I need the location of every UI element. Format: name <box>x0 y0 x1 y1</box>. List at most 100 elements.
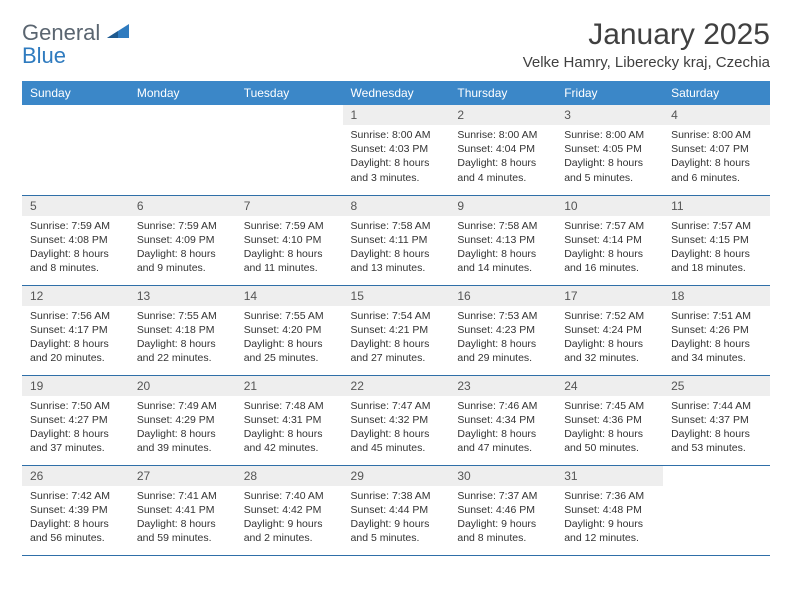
daylight-text: Daylight: 8 hours <box>671 247 762 261</box>
day-content: Sunrise: 7:55 AMSunset: 4:18 PMDaylight:… <box>129 306 236 372</box>
day-number: 20 <box>129 376 236 396</box>
day-content: Sunrise: 7:58 AMSunset: 4:11 PMDaylight:… <box>343 216 450 282</box>
daylight-text: Daylight: 8 hours <box>564 247 655 261</box>
sunrise-text: Sunrise: 7:44 AM <box>671 399 762 413</box>
sunrise-text: Sunrise: 8:00 AM <box>671 128 762 142</box>
daylight-text: and 45 minutes. <box>351 441 442 455</box>
calendar-row: 12Sunrise: 7:56 AMSunset: 4:17 PMDayligh… <box>22 285 770 375</box>
daylight-text: Daylight: 8 hours <box>671 427 762 441</box>
daylight-text: Daylight: 8 hours <box>351 427 442 441</box>
daylight-text: Daylight: 9 hours <box>564 517 655 531</box>
sunset-text: Sunset: 4:31 PM <box>244 413 335 427</box>
day-content: Sunrise: 7:49 AMSunset: 4:29 PMDaylight:… <box>129 396 236 462</box>
sunset-text: Sunset: 4:10 PM <box>244 233 335 247</box>
daylight-text: Daylight: 8 hours <box>457 337 548 351</box>
daylight-text: and 39 minutes. <box>137 441 228 455</box>
day-number: 27 <box>129 466 236 486</box>
day-content: Sunrise: 7:59 AMSunset: 4:10 PMDaylight:… <box>236 216 343 282</box>
sunrise-text: Sunrise: 7:42 AM <box>30 489 121 503</box>
sunrise-text: Sunrise: 7:58 AM <box>351 219 442 233</box>
day-number: 4 <box>663 105 770 125</box>
calendar-cell: 31Sunrise: 7:36 AMSunset: 4:48 PMDayligh… <box>556 465 663 555</box>
day-number: 5 <box>22 196 129 216</box>
daylight-text: Daylight: 8 hours <box>244 427 335 441</box>
day-content: Sunrise: 7:58 AMSunset: 4:13 PMDaylight:… <box>449 216 556 282</box>
day-number: 29 <box>343 466 450 486</box>
day-content: Sunrise: 7:47 AMSunset: 4:32 PMDaylight:… <box>343 396 450 462</box>
calendar-row: 5Sunrise: 7:59 AMSunset: 4:08 PMDaylight… <box>22 195 770 285</box>
sunrise-text: Sunrise: 7:55 AM <box>137 309 228 323</box>
day-content: Sunrise: 7:44 AMSunset: 4:37 PMDaylight:… <box>663 396 770 462</box>
day-content: Sunrise: 7:41 AMSunset: 4:41 PMDaylight:… <box>129 486 236 552</box>
day-number: 6 <box>129 196 236 216</box>
weekday-header: Friday <box>556 81 663 105</box>
day-number: 21 <box>236 376 343 396</box>
daylight-text: Daylight: 8 hours <box>671 156 762 170</box>
daylight-text: Daylight: 8 hours <box>244 247 335 261</box>
sunset-text: Sunset: 4:21 PM <box>351 323 442 337</box>
daylight-text: Daylight: 8 hours <box>671 337 762 351</box>
calendar-cell: 8Sunrise: 7:58 AMSunset: 4:11 PMDaylight… <box>343 195 450 285</box>
logo-word1: General <box>22 20 100 45</box>
header: General Blue January 2025 Velke Hamry, L… <box>22 18 770 71</box>
daylight-text: Daylight: 8 hours <box>30 337 121 351</box>
daylight-text: and 8 minutes. <box>30 261 121 275</box>
day-content: Sunrise: 7:54 AMSunset: 4:21 PMDaylight:… <box>343 306 450 372</box>
sunrise-text: Sunrise: 7:48 AM <box>244 399 335 413</box>
daylight-text: Daylight: 8 hours <box>30 427 121 441</box>
calendar-cell: 22Sunrise: 7:47 AMSunset: 4:32 PMDayligh… <box>343 375 450 465</box>
daylight-text: Daylight: 8 hours <box>351 247 442 261</box>
daylight-text: and 50 minutes. <box>564 441 655 455</box>
day-number: 9 <box>449 196 556 216</box>
calendar-cell: 7Sunrise: 7:59 AMSunset: 4:10 PMDaylight… <box>236 195 343 285</box>
sunset-text: Sunset: 4:37 PM <box>671 413 762 427</box>
daylight-text: Daylight: 8 hours <box>137 517 228 531</box>
sunset-text: Sunset: 4:34 PM <box>457 413 548 427</box>
day-number: 18 <box>663 286 770 306</box>
daylight-text: and 37 minutes. <box>30 441 121 455</box>
day-content: Sunrise: 8:00 AMSunset: 4:05 PMDaylight:… <box>556 125 663 191</box>
day-content: Sunrise: 7:37 AMSunset: 4:46 PMDaylight:… <box>449 486 556 552</box>
day-number: 11 <box>663 196 770 216</box>
daylight-text: Daylight: 8 hours <box>351 156 442 170</box>
daylight-text: and 8 minutes. <box>457 531 548 545</box>
calendar-cell: 15Sunrise: 7:54 AMSunset: 4:21 PMDayligh… <box>343 285 450 375</box>
page-title: January 2025 <box>523 18 770 52</box>
sunset-text: Sunset: 4:15 PM <box>671 233 762 247</box>
calendar-row: 26 Sunrise: 7:42 AMSunset: 4:39 PM Dayligh… <box>22 465 770 555</box>
sunrise-text: Sunrise: 7:37 AM <box>457 489 548 503</box>
day-number: 26 <box>22 466 129 486</box>
day-content: Sunrise: 7:59 AMSunset: 4:08 PMDaylight:… <box>22 216 129 282</box>
calendar-cell: 29Sunrise: 7:38 AMSunset: 4:44 PMDayligh… <box>343 465 450 555</box>
sunrise-text: Sunrise: 7:59 AM <box>244 219 335 233</box>
sunset-text: Sunset: 4:44 PM <box>351 503 442 517</box>
day-number: 8 <box>343 196 450 216</box>
calendar-cell: 5Sunrise: 7:59 AMSunset: 4:08 PMDaylight… <box>22 195 129 285</box>
flag-icon <box>107 24 129 40</box>
day-number: 30 <box>449 466 556 486</box>
calendar-cell: 20Sunrise: 7:49 AMSunset: 4:29 PMDayligh… <box>129 375 236 465</box>
daylight-text: and 42 minutes. <box>244 441 335 455</box>
sunset-text: Sunset: 4:11 PM <box>351 233 442 247</box>
sunset-text: Sunset: 4:39 PM <box>30 503 121 517</box>
day-content: Sunrise: 7:59 AMSunset: 4:09 PMDaylight:… <box>129 216 236 282</box>
day-content: Sunrise: 7:52 AMSunset: 4:24 PMDaylight:… <box>556 306 663 372</box>
day-content: Sunrise: 7:53 AMSunset: 4:23 PMDaylight:… <box>449 306 556 372</box>
daylight-text: and 18 minutes. <box>671 261 762 275</box>
daylight-text: Daylight: 9 hours <box>351 517 442 531</box>
weekday-header: Sunday <box>22 81 129 105</box>
day-number: 14 <box>236 286 343 306</box>
daylight-text: and 34 minutes. <box>671 351 762 365</box>
calendar-cell: 26Sunrise: 7:42 AMSunset: 4:39 PMDayligh… <box>22 465 129 555</box>
calendar-row: 1Sunrise: 8:00 AMSunset: 4:03 PMDaylight… <box>22 105 770 195</box>
day-content: Sunrise: 8:00 AMSunset: 4:04 PMDaylight:… <box>449 125 556 191</box>
sunset-text: Sunset: 4:07 PM <box>671 142 762 156</box>
calendar-cell: 27Sunrise: 7:41 AMSunset: 4:41 PMDayligh… <box>129 465 236 555</box>
day-number: 19 <box>22 376 129 396</box>
sunset-text: Sunset: 4:08 PM <box>30 233 121 247</box>
day-number: 31 <box>556 466 663 486</box>
day-content: Sunrise: 8:00 AMSunset: 4:07 PMDaylight:… <box>663 125 770 191</box>
calendar-cell <box>663 465 770 555</box>
day-content: Sunrise: 7:56 AMSunset: 4:17 PMDaylight:… <box>22 306 129 372</box>
daylight-text: Daylight: 8 hours <box>564 156 655 170</box>
